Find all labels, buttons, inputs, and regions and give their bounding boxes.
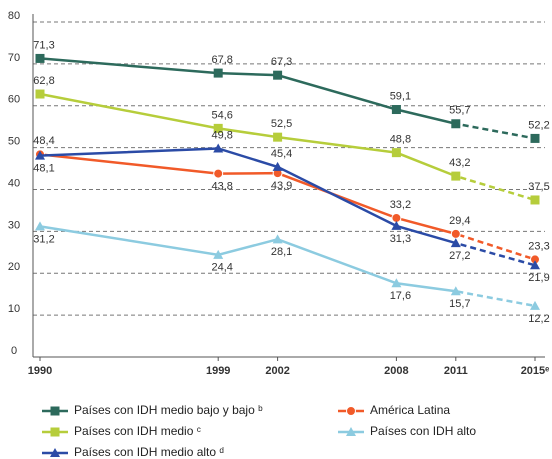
data-label: 43,2 <box>449 157 470 169</box>
y-tick-label: 40 <box>8 177 20 189</box>
point <box>213 123 223 133</box>
data-label: 28,1 <box>271 246 292 258</box>
point <box>35 221 45 231</box>
point <box>391 148 401 158</box>
data-label: 62,8 <box>33 75 54 87</box>
data-label: 43,9 <box>271 180 292 192</box>
y-tick-label: 10 <box>8 303 20 315</box>
point <box>272 161 283 171</box>
point <box>35 53 45 63</box>
point <box>391 278 402 288</box>
data-label: 33,2 <box>390 199 411 211</box>
x-tick-label: 2002 <box>265 365 289 377</box>
data-label: 52,2 <box>528 119 549 131</box>
series-line <box>39 57 456 126</box>
data-label: 49,8 <box>211 129 232 141</box>
legend-label: Países con IDH medio ᶜ <box>74 424 201 438</box>
data-label: 15,7 <box>449 298 470 310</box>
legend-marker <box>50 448 60 457</box>
projection-line <box>455 232 536 261</box>
x-tick-label: 2008 <box>384 365 408 377</box>
y-tick-label: 80 <box>8 10 20 22</box>
y-tick-label: 70 <box>8 52 20 64</box>
point <box>35 89 45 99</box>
point <box>213 249 224 259</box>
data-label: 27,2 <box>449 250 470 262</box>
x-tick-label: 2011 <box>444 365 468 377</box>
data-label: 55,7 <box>449 105 470 117</box>
data-label: 48,1 <box>33 162 54 174</box>
series-line <box>39 92 456 178</box>
data-label: 37,5 <box>528 181 549 193</box>
y-tick-label: 50 <box>8 136 20 148</box>
data-label: 23,3 <box>528 240 549 252</box>
x-tick-label: 1990 <box>28 365 52 377</box>
data-label: 43,8 <box>211 180 232 192</box>
point <box>450 286 461 296</box>
data-label: 12,2 <box>528 313 549 325</box>
point <box>273 70 283 80</box>
data-label: 71,3 <box>33 39 54 51</box>
projection-line <box>455 289 536 308</box>
data-label: 48,4 <box>33 135 54 147</box>
point <box>530 195 540 205</box>
point <box>450 238 461 248</box>
data-label: 45,4 <box>271 148 292 160</box>
data-label: 59,1 <box>390 90 411 102</box>
point <box>391 220 402 230</box>
legend-label: Países con IDH medio bajo y bajo ᵇ <box>74 403 263 417</box>
legend-label: América Latina <box>370 403 450 417</box>
data-label: 54,6 <box>211 109 232 121</box>
legend-label: Países con IDH alto <box>370 424 476 438</box>
point <box>450 228 461 239</box>
point <box>273 132 283 142</box>
data-label: 31,3 <box>390 233 411 245</box>
data-label: 31,2 <box>33 233 54 245</box>
y-tick-label: 60 <box>8 94 20 106</box>
point <box>530 133 540 143</box>
data-label: 29,4 <box>449 215 470 227</box>
point <box>451 119 461 129</box>
x-tick-label: 1999 <box>206 365 230 377</box>
legend-label: Países con IDH medio alto ᵈ <box>74 445 224 459</box>
point <box>391 105 401 115</box>
data-label: 24,4 <box>211 262 232 274</box>
data-label: 52,5 <box>271 118 292 130</box>
point <box>213 68 223 78</box>
point <box>35 150 45 160</box>
data-label: 21,9 <box>528 272 549 284</box>
data-label: 67,3 <box>271 56 292 68</box>
y-tick-label: 30 <box>8 219 20 231</box>
data-label: 17,6 <box>390 290 411 302</box>
data-label: 67,8 <box>211 54 232 66</box>
legend-marker <box>50 427 60 437</box>
point <box>530 300 540 310</box>
point <box>213 143 224 153</box>
y-tick-label: 20 <box>8 261 20 273</box>
point <box>272 234 283 244</box>
series-line <box>39 225 456 293</box>
x-tick-label: 2015ᵉ <box>521 365 550 377</box>
point <box>530 260 540 270</box>
point <box>213 168 224 179</box>
data-label: 48,8 <box>390 134 411 146</box>
series-line <box>39 147 456 245</box>
legend-marker <box>346 427 356 436</box>
legend-marker <box>346 406 356 416</box>
y-tick-label: 0 <box>11 345 17 357</box>
legend-marker <box>50 406 60 416</box>
point <box>451 171 461 181</box>
